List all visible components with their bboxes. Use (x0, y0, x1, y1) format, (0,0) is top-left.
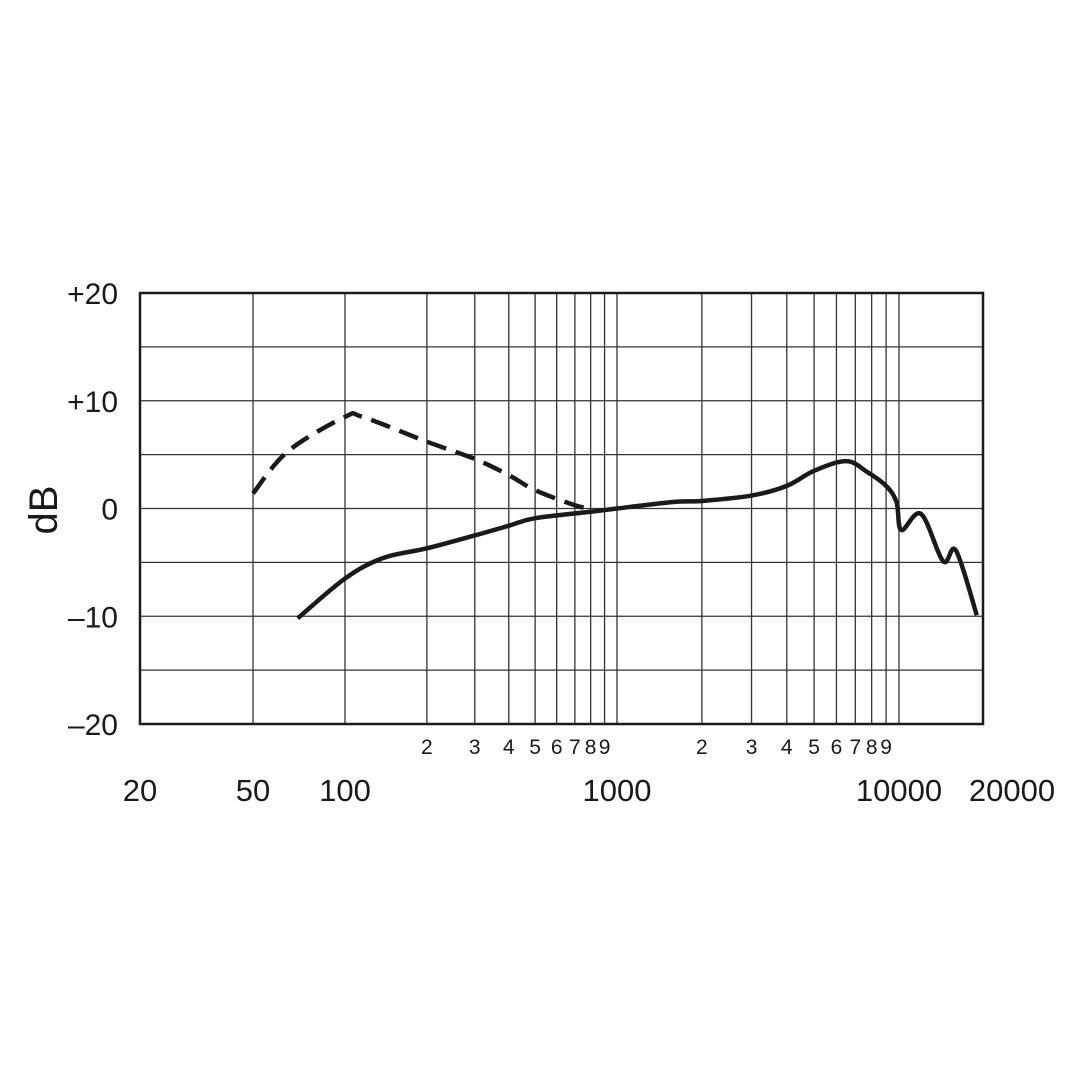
x-minor-tick-label: 3 (746, 736, 758, 759)
y-tick-label: +10 (67, 386, 118, 419)
x-tick-label: 50 (236, 773, 270, 808)
solid-response-curve (296, 458, 979, 621)
y-axis-label: dB (22, 486, 66, 535)
series-group (251, 410, 979, 621)
x-tick-label: 10000 (856, 773, 942, 808)
x-minor-tick-label: 4 (503, 736, 515, 759)
x-tick-label: 20000 (969, 773, 1055, 808)
x-minor-tick-label: 6 (551, 736, 563, 759)
x-minor-tick-label: 3 (469, 736, 481, 759)
x-minor-tick-label: 5 (529, 736, 541, 759)
x-minor-tick-label: 9 (599, 736, 611, 759)
y-tick-label: 0 (101, 494, 118, 527)
x-tick-label: 1000 (583, 773, 652, 808)
x-tick-label: 20 (123, 773, 157, 808)
x-tick-label: 100 (319, 773, 371, 808)
x-minor-tick-label: 7 (569, 736, 581, 759)
x-minor-tick-label: 2 (421, 736, 433, 759)
x-minor-tick-label: 9 (880, 736, 892, 759)
x-minor-tick-label: 8 (585, 736, 597, 759)
x-minor-tick-label: 2 (696, 736, 708, 759)
y-tick-label: –20 (68, 709, 118, 742)
dashed-response-curve (251, 410, 592, 511)
grid (140, 292, 983, 725)
x-minor-tick-label: 8 (866, 736, 878, 759)
plot-frame (138, 291, 985, 726)
y-tick-label: –10 (68, 601, 118, 634)
y-tick-label: +20 (67, 278, 118, 311)
x-minor-tick-label: 7 (849, 736, 861, 759)
x-minor-tick-label: 5 (808, 736, 820, 759)
x-minor-tick-label: 6 (831, 736, 843, 759)
x-minor-tick-label: 4 (781, 736, 793, 759)
